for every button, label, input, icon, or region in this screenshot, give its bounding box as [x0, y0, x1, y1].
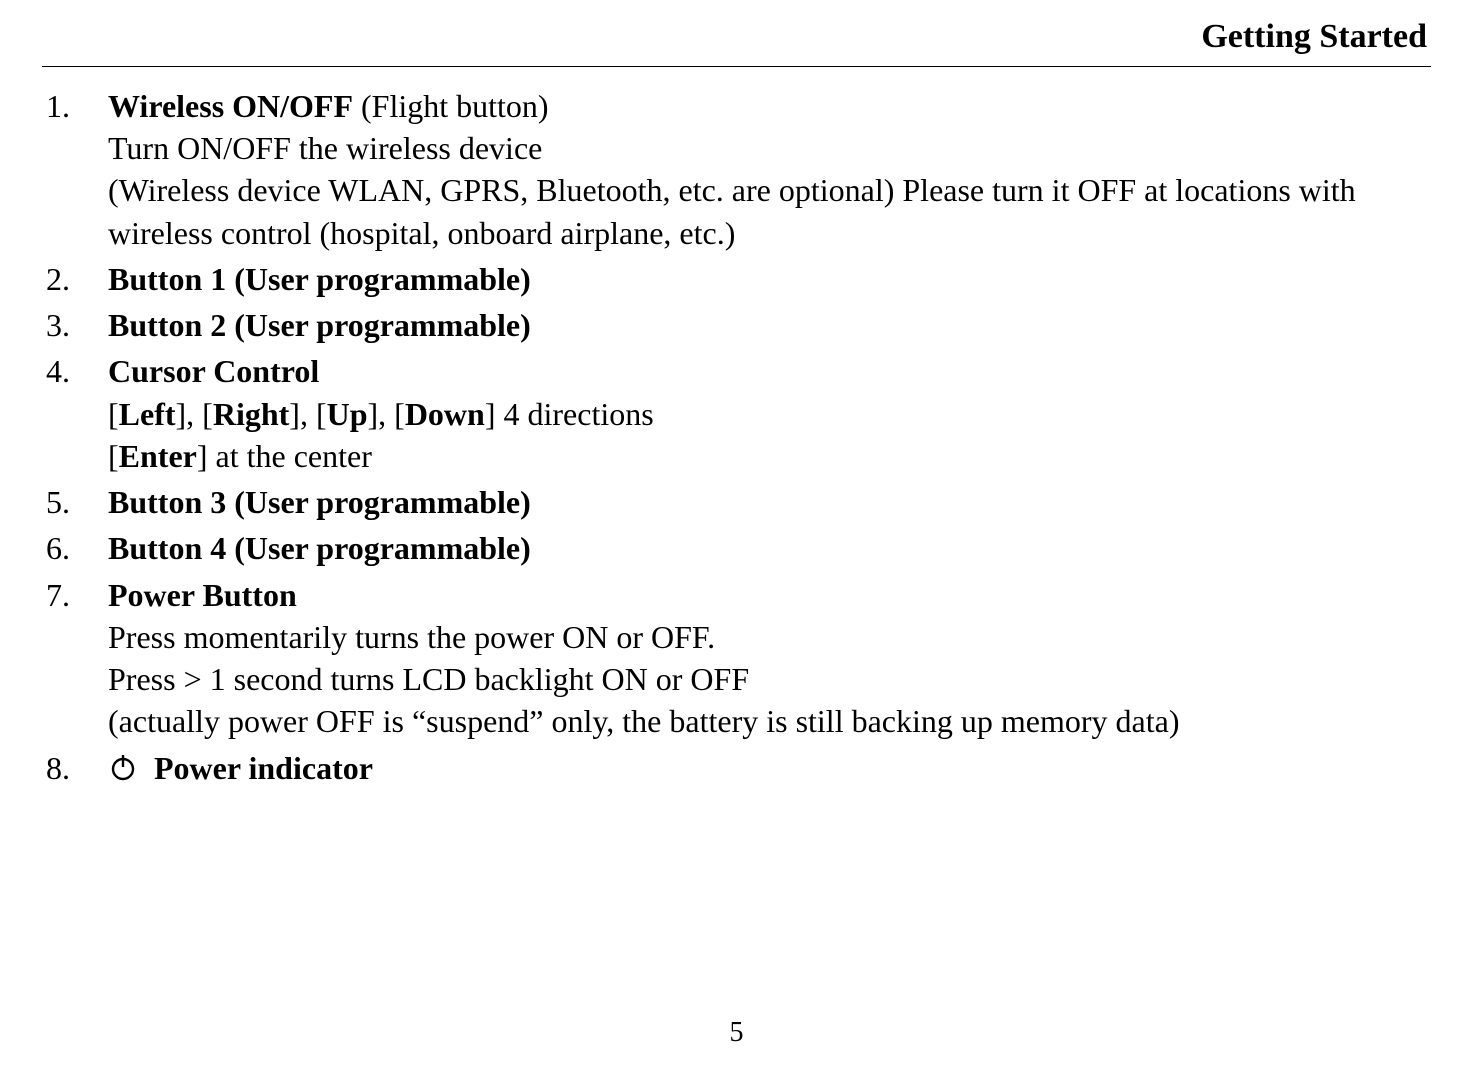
item-number: 6.: [42, 527, 108, 569]
item-title-bold: Button 1 (User programmable): [108, 261, 531, 297]
item-title-bold: Button 3 (User programmable): [108, 484, 531, 520]
item-number: 5.: [42, 481, 108, 523]
sep: ], [: [176, 396, 213, 432]
cursor-left: Left: [119, 396, 176, 432]
item-number: 2.: [42, 258, 108, 300]
list-item: 1. Wireless ON/OFF (Flight button) Turn …: [42, 85, 1431, 254]
item-title-rest: (Flight button): [353, 88, 549, 124]
item-body: Button 4 (User programmable): [108, 527, 1431, 569]
list-item: 7. Power Button Press momentarily turns …: [42, 574, 1431, 743]
sep: ], [: [368, 396, 405, 432]
cursor-enter: Enter: [119, 438, 197, 474]
item-line: (actually power OFF is “suspend” only, t…: [108, 703, 1179, 739]
item-title-bold: Button 4 (User programmable): [108, 530, 531, 566]
item-number: 7.: [42, 574, 108, 616]
item-title-bold: Cursor Control: [108, 353, 319, 389]
sep: ], [: [289, 396, 326, 432]
item-number: 3.: [42, 304, 108, 346]
bracket-open: [: [108, 438, 119, 474]
item-body: Power indicator: [108, 747, 1431, 792]
power-icon: [108, 750, 138, 792]
item-line: Turn ON/OFF the wireless device: [108, 130, 542, 166]
item-line: Press > 1 second turns LCD backlight ON …: [108, 661, 749, 697]
item-body: Wireless ON/OFF (Flight button) Turn ON/…: [108, 85, 1431, 254]
list-item: 2. Button 1 (User programmable): [42, 258, 1431, 300]
item-line: Press momentarily turns the power ON or …: [108, 619, 715, 655]
list-item: 6. Button 4 (User programmable): [42, 527, 1431, 569]
main-list: 1. Wireless ON/OFF (Flight button) Turn …: [42, 85, 1431, 792]
item-body: Power Button Press momentarily turns the…: [108, 574, 1431, 743]
bracket-open: [: [108, 396, 119, 432]
item-body: Cursor Control [Left], [Right], [Up], [D…: [108, 350, 1431, 477]
list-item: 4. Cursor Control [Left], [Right], [Up],…: [42, 350, 1431, 477]
item-title-bold: Power Button: [108, 577, 297, 613]
list-item: 8. Power indicator: [42, 747, 1431, 792]
item-number: 1.: [42, 85, 108, 127]
list-item: 5. Button 3 (User programmable): [42, 481, 1431, 523]
cursor-tail: ] 4 directions: [485, 396, 654, 432]
item-body: Button 1 (User programmable): [108, 258, 1431, 300]
cursor-down: Down: [405, 396, 485, 432]
cursor-right: Right: [213, 396, 289, 432]
item-number: 8.: [42, 747, 108, 789]
item-title-bold: [146, 750, 154, 786]
cursor-up: Up: [327, 396, 368, 432]
page-header-title: Getting Started: [42, 18, 1427, 56]
item-body: Button 3 (User programmable): [108, 481, 1431, 523]
header-rule: [42, 66, 1431, 67]
item-title-bold: Wireless ON/OFF: [108, 88, 353, 124]
item-line: (Wireless device WLAN, GPRS, Bluetooth, …: [108, 172, 1356, 250]
page-number: 5: [0, 1017, 1473, 1049]
item-number: 4.: [42, 350, 108, 392]
list-item: 3. Button 2 (User programmable): [42, 304, 1431, 346]
page: Getting Started 1. Wireless ON/OFF (Flig…: [0, 0, 1473, 1065]
item-body: Button 2 (User programmable): [108, 304, 1431, 346]
item-title-bold: Button 2 (User programmable): [108, 307, 531, 343]
item-title-bold-text: Power indicator: [154, 750, 373, 786]
cursor-enter-post: ] at the center: [197, 438, 372, 474]
